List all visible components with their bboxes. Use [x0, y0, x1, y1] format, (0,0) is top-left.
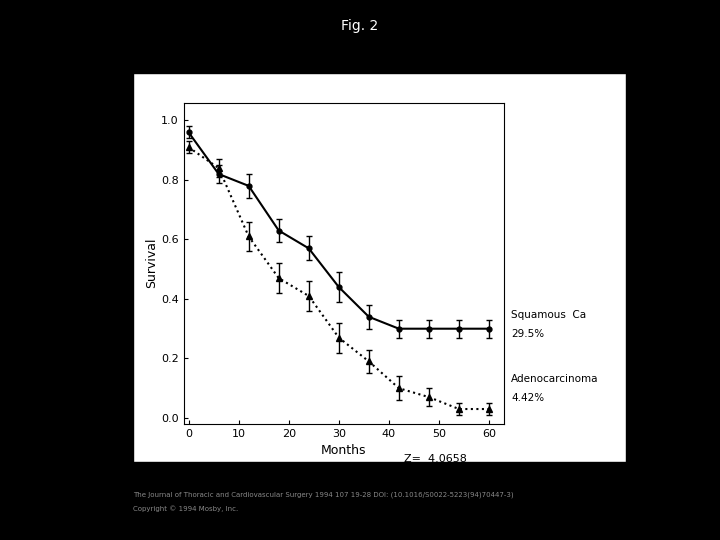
Text: Adenocarcinoma: Adenocarcinoma — [511, 374, 599, 384]
Text: Copyright © 1994 Mosby, Inc.: Copyright © 1994 Mosby, Inc. — [133, 505, 238, 511]
Text: Squamous  Ca: Squamous Ca — [511, 310, 586, 320]
Text: Z=  4.0658
p<  0.01: Z= 4.0658 p< 0.01 — [404, 454, 467, 475]
Y-axis label: Survival: Survival — [145, 238, 158, 288]
X-axis label: Months: Months — [321, 444, 366, 457]
Text: Fig. 2: Fig. 2 — [341, 19, 379, 33]
Text: 4.42%: 4.42% — [511, 393, 544, 403]
Text: The Journal of Thoracic and Cardiovascular Surgery 1994 107 19-28 DOI: (10.1016/: The Journal of Thoracic and Cardiovascul… — [133, 491, 514, 498]
Text: 29.5%: 29.5% — [511, 329, 544, 339]
